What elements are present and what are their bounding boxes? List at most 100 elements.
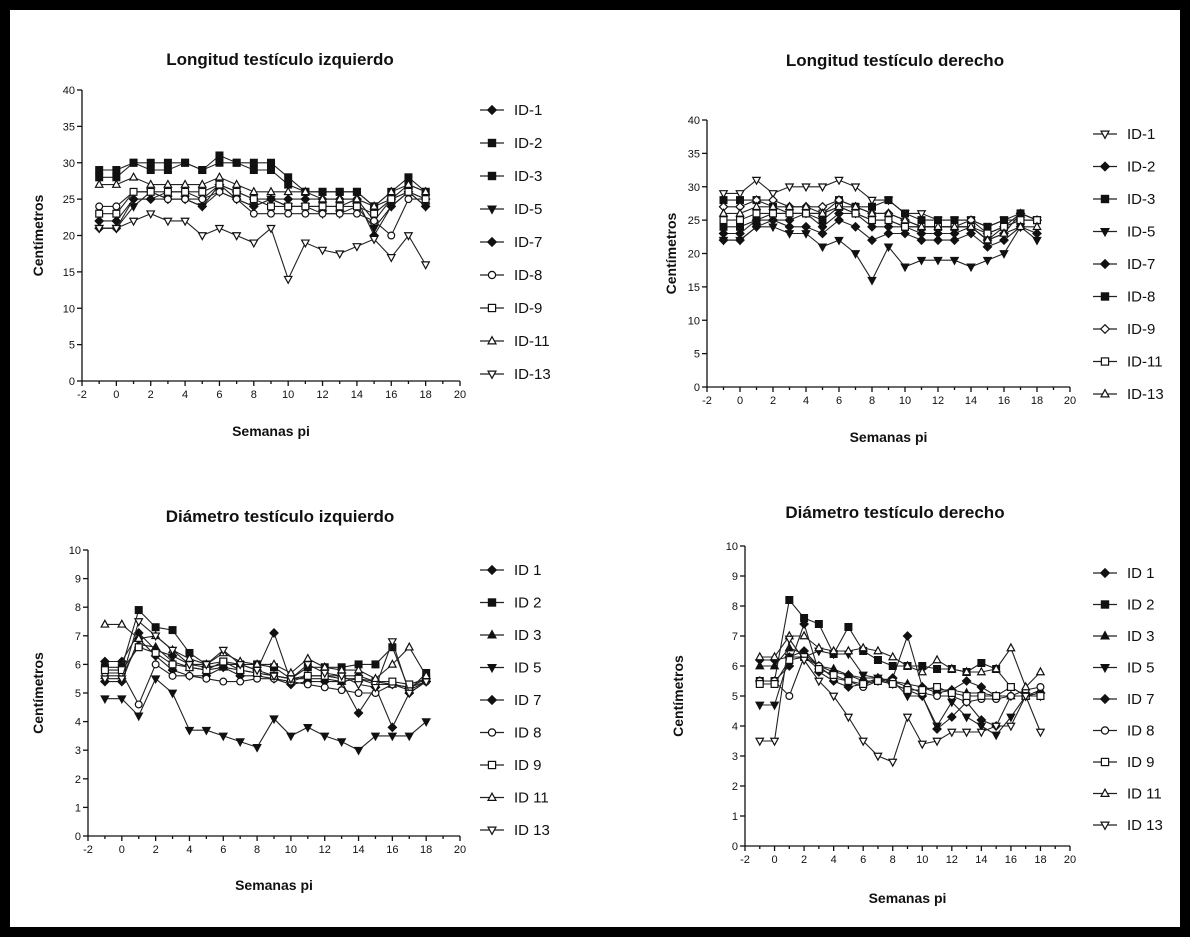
legend-label: ID-1 bbox=[514, 102, 542, 119]
legend-item: ID 3 bbox=[1093, 628, 1155, 645]
data-point bbox=[976, 715, 987, 725]
data-point bbox=[336, 738, 347, 747]
y-tick-label: 5 bbox=[694, 349, 700, 361]
x-tick-label: 4 bbox=[803, 395, 809, 407]
legend-item: ID 5 bbox=[1093, 660, 1155, 677]
data-point bbox=[991, 722, 1001, 732]
data-point bbox=[947, 688, 956, 697]
legend-item: ID 1 bbox=[480, 562, 542, 579]
data-point bbox=[111, 224, 122, 234]
legend-label: ID 2 bbox=[514, 595, 542, 612]
data-point bbox=[755, 701, 765, 711]
data-point bbox=[286, 675, 296, 685]
data-point bbox=[150, 632, 161, 642]
figure-panel: Longitud testículo izquierdo 0 5 10 15 20 25 30… bbox=[10, 10, 1180, 927]
data-point bbox=[319, 732, 330, 742]
legend-label: ID-9 bbox=[514, 300, 542, 317]
legend-label: ID-2 bbox=[514, 135, 542, 152]
data-point bbox=[301, 209, 310, 218]
data-point bbox=[100, 675, 110, 685]
data-point bbox=[163, 158, 172, 167]
data-point bbox=[1036, 682, 1045, 691]
x-tick-label: -2 bbox=[702, 395, 712, 407]
data-point bbox=[112, 166, 121, 175]
data-point bbox=[100, 695, 110, 705]
legend-item: ID 7 bbox=[480, 692, 542, 709]
data-point bbox=[198, 166, 207, 175]
data-point bbox=[977, 658, 986, 667]
y-tick-label: 5 bbox=[732, 691, 738, 703]
data-point bbox=[751, 201, 762, 211]
data-point bbox=[916, 256, 927, 266]
data-point bbox=[215, 187, 224, 196]
y-tick-label: 30 bbox=[63, 158, 75, 170]
legend-label: ID-3 bbox=[1127, 191, 1155, 208]
data-point bbox=[317, 246, 328, 256]
legend-marker bbox=[1100, 630, 1110, 640]
data-point bbox=[133, 712, 144, 722]
data-point bbox=[404, 641, 415, 651]
x-axis-label: Semanas pi bbox=[869, 890, 947, 906]
data-point bbox=[335, 209, 344, 218]
legend-marker bbox=[487, 728, 497, 737]
legend-marker bbox=[487, 171, 497, 181]
data-point bbox=[167, 689, 178, 699]
x-axis-label: Semanas pi bbox=[850, 429, 928, 445]
series-ID-9 bbox=[95, 180, 430, 218]
data-point bbox=[917, 666, 928, 676]
data-point bbox=[1006, 682, 1015, 691]
legend-marker bbox=[486, 694, 498, 706]
legend-marker bbox=[1100, 194, 1110, 204]
x-tick-label: 20 bbox=[454, 389, 466, 401]
data-point bbox=[1006, 713, 1016, 723]
data-point bbox=[249, 158, 258, 167]
y-axis-label: Centímetros bbox=[670, 655, 686, 737]
legend-item: ID-2 bbox=[480, 135, 542, 152]
chart-panel-3: Diámetro testículo izquierdo012345678910… bbox=[30, 507, 550, 893]
y-tick-label: 35 bbox=[688, 148, 700, 160]
data-point bbox=[801, 221, 811, 232]
y-tick-label: 7 bbox=[732, 631, 738, 643]
data-point bbox=[884, 216, 893, 225]
legend-marker bbox=[486, 236, 498, 248]
data-point bbox=[817, 243, 828, 253]
data-point bbox=[335, 202, 344, 211]
x-tick-label: 10 bbox=[899, 395, 911, 407]
data-point bbox=[421, 718, 431, 727]
legend-label: ID 7 bbox=[1127, 691, 1155, 708]
data-point bbox=[218, 732, 229, 742]
data-point bbox=[858, 642, 868, 652]
data-point bbox=[784, 635, 795, 645]
y-tick-label: 20 bbox=[63, 231, 75, 243]
legend-marker bbox=[1100, 821, 1110, 831]
data-point bbox=[932, 724, 942, 734]
x-tick-label: 0 bbox=[113, 389, 119, 401]
data-point bbox=[405, 680, 414, 689]
series-ID-13 bbox=[100, 618, 431, 699]
data-point bbox=[146, 158, 155, 167]
series-ID-11 bbox=[94, 171, 431, 210]
legend-item: ID-9 bbox=[1093, 321, 1155, 338]
legend-label: ID 2 bbox=[1127, 597, 1155, 614]
legend-marker bbox=[487, 826, 497, 836]
data-point bbox=[769, 651, 780, 661]
data-point bbox=[387, 732, 398, 742]
data-point bbox=[352, 193, 362, 203]
data-point bbox=[933, 221, 943, 231]
data-point bbox=[249, 209, 258, 218]
data-point bbox=[219, 657, 228, 666]
y-tick-label: 35 bbox=[63, 121, 75, 133]
data-point bbox=[214, 224, 225, 234]
y-tick-label: 10 bbox=[688, 315, 700, 327]
data-point bbox=[735, 208, 745, 217]
legend-item: ID 9 bbox=[1093, 754, 1155, 771]
series-ID-5 bbox=[718, 223, 1042, 286]
legend-item: ID 8 bbox=[1093, 723, 1155, 740]
y-tick-label: 15 bbox=[63, 267, 75, 279]
data-point bbox=[117, 695, 127, 705]
data-point bbox=[768, 215, 778, 226]
legend-label: ID 9 bbox=[1127, 754, 1155, 771]
data-point bbox=[369, 224, 379, 234]
legend-label: ID 5 bbox=[514, 660, 542, 677]
data-point bbox=[354, 688, 363, 697]
